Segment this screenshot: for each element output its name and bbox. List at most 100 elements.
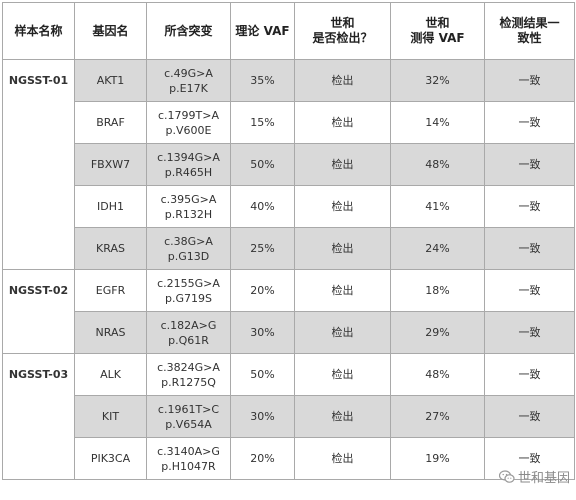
header-mutation: 所含突变: [146, 2, 231, 60]
theory-vaf-cell: 20%: [230, 437, 295, 480]
consistency-cell: 一致: [484, 395, 575, 438]
gene-cell: FBXW7: [74, 143, 147, 186]
measured-vaf-cell: 29%: [390, 311, 485, 354]
table-row: NGSST-02 EGFR c.2155G>A p.G719S 20% 检出 18% 一致: [2, 269, 575, 354]
detected-cell: 检出: [294, 143, 391, 186]
gene-cell: EGFR: [74, 269, 147, 312]
detected-cell: 检出: [294, 311, 391, 354]
header-measured: 世和 测得 VAF: [390, 2, 485, 60]
detected-cell: 检出: [294, 437, 391, 480]
mutation-protein: p.R465H: [164, 165, 213, 179]
theory-vaf-cell: 40%: [230, 185, 295, 228]
header-row: 样本名称 基因名 所含突变 理论 VAF 世和 是否检出？ 世和 测得 VAF …: [2, 2, 575, 60]
measured-vaf-cell: 41%: [390, 185, 485, 228]
consistency-cell: 一致: [484, 59, 575, 102]
consistency-cell: 一致: [484, 311, 575, 354]
detected-cell: 检出: [294, 395, 391, 438]
consistency-cell: 一致: [484, 269, 575, 312]
header-measured-line1: 世和: [425, 16, 450, 30]
mutation-cdna: c.49G>A: [164, 66, 213, 80]
consistency-cell: 一致: [484, 143, 575, 186]
mutation-cell: c.1961T>C p.V654A: [146, 395, 231, 438]
mutation-cell: c.2155G>A p.G719S: [146, 269, 231, 312]
mutation-protein: p.G13D: [167, 249, 210, 263]
mutation-cdna: c.3824G>A: [157, 360, 220, 374]
mutation-protein: p.E17K: [169, 81, 208, 95]
gene-cell: KIT: [74, 395, 147, 438]
mutation-cell: c.3824G>A p.R1275Q: [146, 353, 231, 396]
mutation-cdna: c.395G>A: [160, 192, 217, 206]
mutation-cell: c.3140A>G p.H1047R: [146, 437, 231, 480]
detected-cell: 检出: [294, 101, 391, 144]
detected-cell: 检出: [294, 185, 391, 228]
theory-vaf-cell: 20%: [230, 269, 295, 312]
measured-vaf-cell: 48%: [390, 143, 485, 186]
detected-cell: 检出: [294, 59, 391, 102]
sample-name-cell: NGSST-03: [2, 353, 75, 480]
measured-vaf-cell: 32%: [390, 59, 485, 102]
measured-vaf-cell: 48%: [390, 353, 485, 396]
theory-vaf-cell: 35%: [230, 59, 295, 102]
table-row: PIK3CA c.3140A>G p.H1047R 20% 检出 19% 一致: [3, 437, 575, 480]
theory-vaf-cell: 25%: [230, 227, 295, 270]
header-detected: 世和 是否检出？: [294, 2, 391, 60]
mutation-protein: p.R132H: [164, 207, 213, 221]
header-gene: 基因名: [74, 2, 147, 60]
mutation-protein: p.H1047R: [161, 459, 216, 473]
table-row: FBXW7 c.1394G>A p.R465H 50% 检出 48% 一致: [3, 143, 575, 186]
header-theory-vaf: 理论 VAF: [230, 2, 295, 60]
table-row: NGSST-01 AKT1 c.49G>A p.E17K 35% 检出 32% 一致: [2, 59, 575, 270]
gene-cell: IDH1: [74, 185, 147, 228]
detected-cell: 检出: [294, 353, 391, 396]
table-row: KIT c.1961T>C p.V654A 30% 检出 27% 一致: [3, 395, 575, 438]
consistency-cell: 一致: [484, 101, 575, 144]
header-detected-line2: 是否检出？: [312, 31, 373, 45]
measured-vaf-cell: 24%: [390, 227, 485, 270]
header-consistency-line2: 致性: [517, 31, 542, 45]
table-row: NGSST-03 ALK c.3824G>A p.R1275Q 50% 检出 48% 一致: [2, 353, 575, 480]
gene-cell: AKT1: [74, 59, 147, 102]
measured-vaf-cell: 27%: [390, 395, 485, 438]
mutation-cell: c.1799T>A p.V600E: [146, 101, 231, 144]
mutation-protein: p.Q61R: [168, 333, 209, 347]
header-consistency: 检测结果一 致性: [484, 2, 575, 60]
measured-vaf-cell: 19%: [390, 437, 485, 480]
table-row: BRAF c.1799T>A p.V600E 15% 检出 14% 一致: [3, 101, 575, 144]
mutation-cdna: c.1961T>C: [157, 402, 220, 416]
header-detected-line1: 世和: [330, 16, 355, 30]
consistency-cell: 一致: [484, 227, 575, 270]
mutation-cdna: c.1394G>A: [157, 150, 220, 164]
header-measured-line2: 测得 VAF: [410, 31, 465, 45]
measured-vaf-cell: 18%: [390, 269, 485, 312]
mutation-cdna: c.3140A>G: [157, 444, 220, 458]
header-sample: 样本名称: [2, 2, 75, 60]
table-row: KRAS c.38G>A p.G13D 25% 检出 24% 一致: [3, 227, 575, 270]
detected-cell: 检出: [294, 227, 391, 270]
mutation-cdna: c.1799T>A: [158, 108, 219, 122]
table-row: NRAS c.182A>G p.Q61R 30% 检出 29% 一致: [3, 311, 575, 354]
gene-cell: ALK: [74, 353, 147, 396]
mutation-cell: c.1394G>A p.R465H: [146, 143, 231, 186]
watermark: 世和基因: [498, 467, 570, 486]
mutation-protein: p.V600E: [165, 123, 212, 137]
sample-name-cell: NGSST-01: [2, 59, 75, 270]
mutation-cdna: c.2155G>A: [157, 276, 220, 290]
mutation-cell: c.395G>A p.R132H: [146, 185, 231, 228]
results-table: 样本名称 基因名 所含突变 理论 VAF 世和 是否检出？ 世和 测得 VAF …: [2, 2, 575, 480]
consistency-cell: 一致: [484, 353, 575, 396]
mutation-cdna: c.38G>A: [164, 234, 213, 248]
detected-cell: 检出: [294, 269, 391, 312]
gene-cell: BRAF: [74, 101, 147, 144]
mutation-cell: c.182A>G p.Q61R: [146, 311, 231, 354]
mutation-cdna: c.182A>G: [160, 318, 217, 332]
mutation-protein: p.V654A: [165, 417, 212, 431]
gene-cell: PIK3CA: [74, 437, 147, 480]
theory-vaf-cell: 50%: [230, 143, 295, 186]
gene-cell: NRAS: [74, 311, 147, 354]
consistency-cell: 一致: [484, 437, 575, 480]
consistency-cell: 一致: [484, 185, 575, 228]
mutation-cell: c.38G>A p.G13D: [146, 227, 231, 270]
measured-vaf-cell: 14%: [390, 101, 485, 144]
mutation-protein: p.G719S: [165, 291, 212, 305]
